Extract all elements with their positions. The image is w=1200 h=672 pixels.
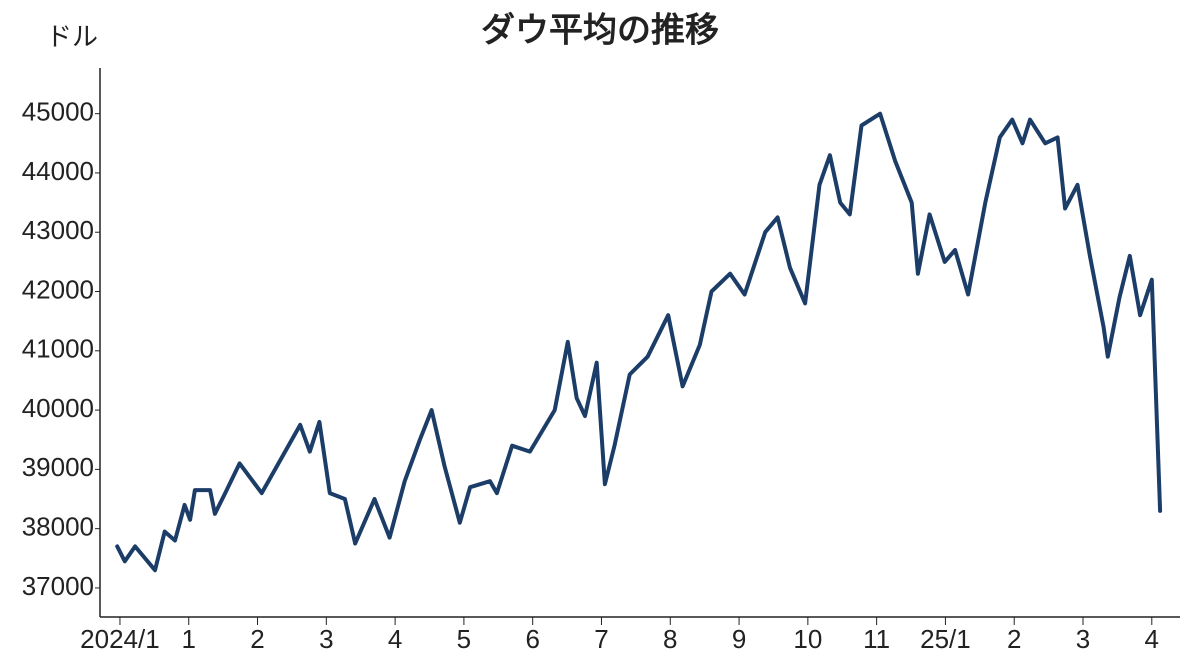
x-tick-label: 5 <box>457 624 471 654</box>
x-tick-label: 7 <box>594 624 608 654</box>
y-tick-label: 38000 <box>22 512 94 542</box>
y-tick-label: 41000 <box>22 334 94 364</box>
x-tick-label: 11 <box>863 624 890 654</box>
y-tick-label: 39000 <box>22 452 94 482</box>
x-tick-label: 25/1 <box>920 624 971 654</box>
x-tick-label: 4 <box>388 624 402 654</box>
x-tick-label: 1 <box>182 624 196 654</box>
x-tick-label: 2024/1 <box>80 624 160 654</box>
y-tick-label: 37000 <box>22 571 94 601</box>
x-tick-label: 10 <box>793 624 822 654</box>
y-tick-label: 45000 <box>22 97 94 127</box>
y-tick-label: 44000 <box>22 156 94 186</box>
x-tick-label: 3 <box>1076 624 1090 654</box>
line-series <box>115 111 1163 573</box>
x-tick-label: 3 <box>319 624 333 654</box>
y-tick-label: 43000 <box>22 215 94 245</box>
x-tick-label: 4 <box>1145 624 1159 654</box>
chart-title: ダウ平均の推移 <box>481 11 719 51</box>
y-tick-label: 42000 <box>22 274 94 304</box>
x-tick-label: 2 <box>250 624 264 654</box>
y-unit: ドル <box>46 23 98 53</box>
x-tick-label: 9 <box>732 624 746 654</box>
x-tick-label: 2 <box>1007 624 1021 654</box>
x-tick-label: 8 <box>663 624 677 654</box>
x-tick-label: 6 <box>525 624 539 654</box>
y-tick-label: 40000 <box>22 393 94 423</box>
